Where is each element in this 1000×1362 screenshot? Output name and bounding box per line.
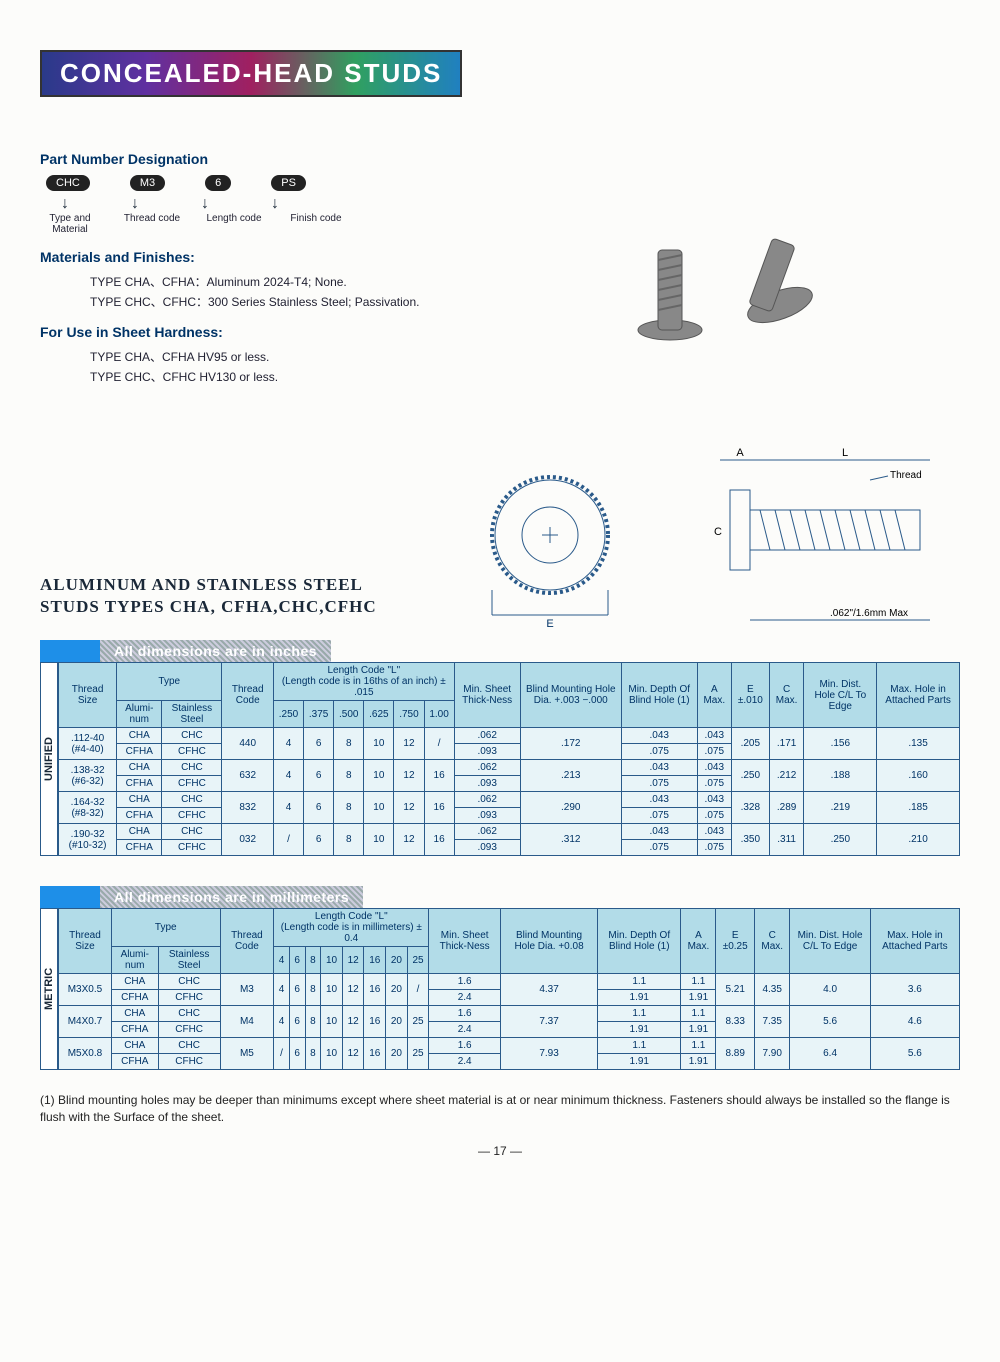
pn-chips: CHC M3 6 PS — [46, 175, 560, 191]
pn-chip: M3 — [130, 175, 165, 191]
page-number: — 17 — — [40, 1144, 960, 1158]
pn-label: Thread code — [122, 213, 182, 235]
pn-label: Length code — [204, 213, 264, 235]
unified-vlabel: UNIFIED — [40, 662, 58, 856]
table-row: .138-32 (#6-32)CHACHC632468101216.062.21… — [59, 760, 960, 776]
materials-line: TYPE CHC、CFHC：300 Series Stainless Steel… — [90, 293, 560, 310]
unified-banner: All dimensions are in inches — [100, 640, 331, 662]
table-row: .164-32 (#8-32)CHACHC832468101216.062.29… — [59, 792, 960, 808]
table-row: M4X0.7CHACHCM446810121620251.67.371.11.1… — [59, 1006, 960, 1022]
banner-tab — [40, 886, 100, 908]
pn-chip: CHC — [46, 175, 90, 191]
hardness-line: TYPE CHC、CFHC HV130 or less. — [90, 368, 560, 385]
down-arrow-icon: ↓ — [260, 195, 290, 213]
down-arrow-icon: ↓ — [190, 195, 220, 213]
down-arrow-icon: ↓ — [120, 195, 150, 213]
dimension-diagrams: E A L Thread C .062"/1.6mm Max — [470, 440, 950, 630]
table-row: .112-40 (#4-40)CHACHC4404681012/.062.172… — [59, 728, 960, 744]
table-row: M5X0.8CHACHCM5/6810121620251.67.931.11.1… — [59, 1038, 960, 1054]
footnote: (1) Blind mounting holes may be deeper t… — [40, 1092, 960, 1126]
product-photo — [590, 200, 850, 360]
banner-tab — [40, 640, 100, 662]
pn-label: Type and Material — [40, 213, 100, 235]
pn-chip: 6 — [205, 175, 231, 191]
svg-text:Thread: Thread — [890, 470, 922, 481]
down-arrow-icon: ↓ — [50, 195, 80, 213]
svg-text:E: E — [546, 618, 553, 630]
metric-banner: All dimensions are in millimeters — [100, 886, 363, 908]
svg-text:C: C — [714, 526, 722, 538]
pn-heading: Part Number Designation — [40, 151, 560, 167]
metric-table: Thread Size Type Thread Code Length Code… — [58, 908, 960, 1070]
svg-text:L: L — [842, 447, 848, 459]
svg-text:.062"/1.6mm Max: .062"/1.6mm Max — [830, 608, 908, 619]
pn-chip: PS — [271, 175, 306, 191]
materials-heading: Materials and Finishes: — [40, 249, 560, 265]
page-title-banner: CONCEALED-HEAD STUDS — [40, 50, 462, 97]
hardness-heading: For Use in Sheet Hardness: — [40, 324, 560, 340]
product-heading: ALUMINUM AND STAINLESS STEEL STUDS TYPES… — [40, 574, 400, 618]
materials-line: TYPE CHA、CFHA：Aluminum 2024-T4; None. — [90, 273, 560, 290]
table-row: M3X0.5CHACHCM346810121620/1.64.371.11.15… — [59, 974, 960, 990]
hardness-line: TYPE CHA、CFHA HV95 or less. — [90, 348, 560, 365]
table-row: .190-32 (#10-32)CHACHC032/68101216.062.3… — [59, 824, 960, 840]
metric-vlabel: METRIC — [40, 908, 58, 1070]
unified-table: Thread Size Type Thread Code Length Code… — [58, 662, 960, 856]
pn-label: Finish code — [286, 213, 346, 235]
svg-text:A: A — [736, 447, 744, 459]
